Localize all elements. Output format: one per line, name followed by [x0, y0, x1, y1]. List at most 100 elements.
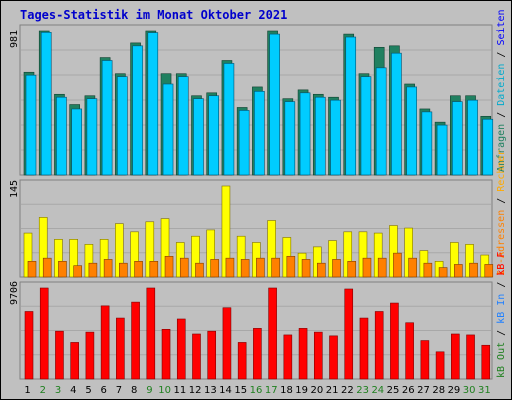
x-tick-label-day-1: 1 [24, 385, 30, 396]
bar-kb-f-day-13 [207, 330, 217, 380]
bar-ip-adressen-day-9 [149, 261, 159, 278]
bar-dateien-day-18 [284, 101, 296, 176]
bar-kb-f-day-26 [405, 322, 414, 380]
bar-kb-f-day-23 [359, 317, 369, 380]
x-tick-label-day-25: 25 [387, 385, 400, 396]
bar-ip-adressen-day-12 [195, 262, 204, 278]
bar-ip-adressen-day-15 [240, 259, 250, 278]
legend-middle-ip-rechner-part-2: Rechner [496, 150, 507, 192]
bar-dateien-day-24 [375, 67, 387, 176]
x-tick-label-day-2: 2 [40, 385, 46, 396]
bar-kb-f-day-9 [146, 287, 156, 380]
bar-ip-adressen-day-19 [301, 259, 311, 278]
bar-dateien-day-9 [147, 32, 159, 176]
x-tick-label-day-7: 7 [116, 385, 122, 396]
bar-dateien-day-19 [299, 92, 311, 176]
x-tick-label-day-26: 26 [402, 385, 415, 396]
bar-dateien-day-1 [25, 74, 37, 176]
bar-kb-f-day-10 [161, 329, 171, 380]
x-tick-label-day-11: 11 [174, 385, 187, 396]
right-legend: Anfragen / Dateien / Seiten IP-Adressen /… [496, 9, 507, 378]
x-tick-label-day-21: 21 [326, 385, 339, 396]
bar-dateien-day-6 [101, 60, 113, 176]
legend-top-anfragen-dateien-seiten-part-0: Anfragen [496, 124, 507, 172]
bar-kb-f-day-16 [253, 328, 262, 380]
legend-middle-ip-rechner: IP-Adressen / Rechner [496, 150, 507, 276]
bar-kb-f-day-31 [481, 344, 491, 380]
bar-ip-adressen-day-27 [423, 262, 433, 278]
bar-ip-adressen-day-26 [408, 257, 417, 278]
chart-title: Tages-Statistik im Monat Oktober 2021 [20, 8, 287, 22]
bar-ip-adressen-day-21 [332, 259, 341, 278]
bar-kb-f-day-8 [131, 301, 140, 380]
bar-kb-f-day-6 [100, 305, 110, 380]
bar-kb-f-day-19 [298, 328, 308, 380]
bars-layer [23, 30, 494, 380]
x-tick-label-day-5: 5 [85, 385, 91, 396]
bar-kb-f-day-3 [55, 330, 64, 380]
x-tick-label-day-18: 18 [280, 385, 293, 396]
x-tick-label-day-30: 30 [463, 385, 476, 396]
panel-middle-max-label: 145 [9, 180, 20, 198]
x-tick-label-day-20: 20 [311, 385, 324, 396]
bar-kb-f-day-1 [24, 311, 34, 380]
x-tick-label-day-31: 31 [478, 385, 491, 396]
bar-ip-adressen-day-22 [347, 261, 357, 278]
bar-kb-f-day-22 [344, 288, 354, 380]
bar-kb-f-day-15 [237, 342, 247, 380]
bar-dateien-day-13 [208, 95, 220, 176]
bar-ip-adressen-day-3 [58, 261, 67, 278]
x-tick-label-day-12: 12 [189, 385, 202, 396]
bar-ip-adressen-day-31 [484, 264, 494, 278]
bar-dateien-day-5 [86, 98, 98, 176]
bar-kb-f-day-21 [329, 335, 338, 380]
bar-ip-adressen-day-11 [179, 257, 189, 278]
bar-dateien-day-8 [132, 45, 143, 176]
legend-top-anfragen-dateien-seiten-part-2: Dateien [496, 64, 507, 106]
legend-middle-ip-rechner-part-1: / [496, 192, 507, 210]
bar-dateien-day-26 [406, 86, 417, 176]
bar-dateien-day-14 [223, 63, 235, 176]
x-tick-label-day-6: 6 [101, 385, 107, 396]
bar-dateien-day-16 [254, 91, 265, 176]
bar-ip-adressen-day-23 [362, 257, 372, 278]
legend-bottom-kb: kB Out / kB In / kB F [496, 252, 507, 378]
bar-ip-adressen-day-30 [469, 262, 478, 278]
bar-kb-f-day-2 [39, 287, 49, 380]
bar-ip-adressen-day-10 [164, 255, 174, 278]
bar-dateien-day-20 [314, 96, 326, 176]
bar-dateien-day-2 [40, 32, 52, 176]
bar-kb-f-day-28 [435, 351, 445, 380]
bar-ip-adressen-day-28 [438, 267, 448, 278]
x-tick-label-day-4: 4 [70, 385, 76, 396]
legend-middle-ip-rechner-part-0: IP-Adressen [496, 210, 507, 276]
bar-dateien-day-30 [467, 99, 478, 176]
bar-ip-adressen-day-24 [377, 257, 387, 278]
bar-ip-adressen-day-4 [73, 265, 82, 278]
legend-bottom-kb-part-4: kB F [496, 252, 507, 276]
bar-ip-adressen-day-17 [271, 257, 280, 278]
x-tick-label-day-10: 10 [158, 385, 171, 396]
bar-ip-adressen-day-20 [316, 262, 326, 278]
x-tick-label-day-14: 14 [219, 385, 232, 396]
legend-bottom-kb-part-3: / [496, 276, 507, 294]
bar-dateien-day-12 [193, 98, 204, 176]
bar-dateien-day-3 [56, 96, 67, 176]
bar-dateien-day-25 [391, 52, 402, 176]
legend-top-anfragen-dateien-seiten-part-4: Seiten [496, 9, 507, 45]
bar-kb-f-day-5 [85, 331, 95, 380]
bar-ip-adressen-day-14 [225, 257, 235, 278]
bar-ip-adressen-day-8 [134, 261, 143, 278]
x-tick-label-day-19: 19 [295, 385, 308, 396]
x-tick-label-day-27: 27 [417, 385, 430, 396]
bar-dateien-day-21 [330, 99, 341, 176]
panel-bottom-max-label: 9706 [9, 281, 20, 305]
x-tick-label-day-22: 22 [341, 385, 354, 396]
legend-bottom-kb-part-0: kB Out [496, 342, 507, 378]
x-tick-label-day-28: 28 [432, 385, 445, 396]
x-tick-label-day-16: 16 [250, 385, 263, 396]
panel-top-max-label: 981 [9, 30, 20, 48]
bar-kb-f-day-20 [313, 331, 323, 380]
bar-dateien-day-11 [177, 76, 189, 176]
